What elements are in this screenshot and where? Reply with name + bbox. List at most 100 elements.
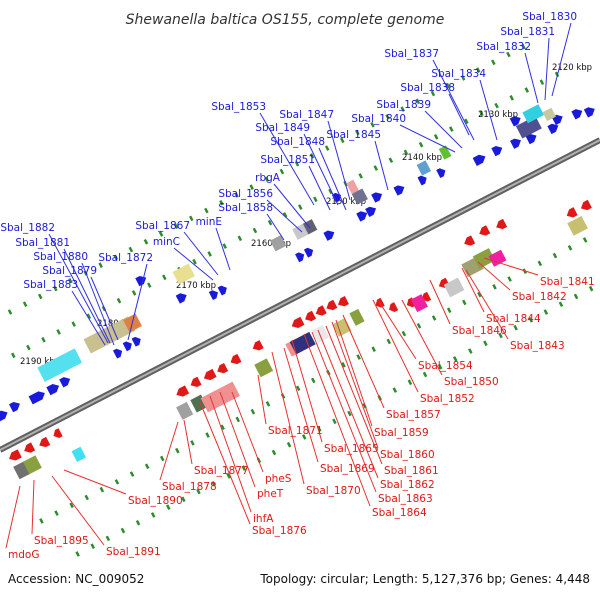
- tick-mark: [373, 165, 379, 171]
- dark-feature: [302, 219, 318, 235]
- tick-mark: [340, 137, 345, 144]
- tick-mark: [22, 301, 28, 307]
- leader-line: [308, 165, 331, 211]
- grey-feature: [443, 277, 465, 298]
- forward-gene: [393, 185, 405, 196]
- tick-mark: [347, 410, 352, 417]
- leader-line: [219, 391, 256, 488]
- tick-mark: [165, 504, 171, 510]
- gene-label-forward: Sbal_1845: [326, 129, 381, 141]
- gene-label-reverse: Sbal_1871: [268, 425, 323, 437]
- tick-mark: [437, 363, 443, 370]
- tick-mark: [162, 274, 167, 281]
- reverse-gene: [315, 305, 327, 316]
- leader-line: [461, 267, 485, 313]
- forward-gene: [583, 107, 595, 118]
- gene-label-reverse: Sbal_1877: [194, 465, 249, 477]
- tick-mark: [371, 346, 376, 353]
- gene-label-reverse: Sbal_1860: [380, 449, 435, 461]
- gene-label-reverse: Sbal_1842: [512, 291, 567, 303]
- gene-label-reverse: Sbal_1859: [374, 427, 429, 439]
- forward-gene: [175, 293, 187, 304]
- reverse-gene: [479, 225, 491, 236]
- tick-mark: [460, 75, 466, 81]
- tick-mark: [415, 98, 421, 105]
- gene-label-forward: Sbal_1837: [384, 48, 439, 60]
- tick-mark: [416, 323, 422, 329]
- forward-gene: [525, 133, 537, 145]
- tick-mark: [558, 301, 564, 308]
- tick-mark: [430, 90, 436, 97]
- leader-line: [448, 93, 470, 136]
- tick-mark: [539, 79, 545, 86]
- dark-feature: [351, 188, 368, 205]
- tick-mark: [358, 173, 363, 179]
- kbp-tick-label: 2170 kbp: [176, 281, 216, 291]
- salmon-feature: [200, 381, 240, 413]
- forward-gene: [371, 192, 383, 203]
- tick-mark: [309, 153, 315, 159]
- tick-mark: [90, 543, 95, 549]
- tan-feature: [567, 215, 588, 236]
- tick-mark: [332, 418, 337, 425]
- tick-mark: [286, 441, 292, 448]
- leader-line: [477, 261, 511, 291]
- leader-line: [215, 227, 231, 271]
- gene-label-forward: Sbal_1848: [270, 136, 325, 148]
- tick-mark: [71, 321, 76, 327]
- reverse-gene: [305, 310, 317, 322]
- leader-line: [432, 59, 475, 141]
- leader-line: [401, 299, 443, 376]
- leader-line: [48, 233, 109, 344]
- forward-gene: [571, 109, 583, 120]
- tick-mark: [295, 385, 301, 392]
- leader-line: [199, 401, 251, 525]
- leader-line: [374, 140, 389, 191]
- tick-mark: [53, 285, 58, 292]
- leader-line: [291, 339, 323, 443]
- leader-line: [63, 469, 127, 495]
- leader-line: [429, 279, 451, 325]
- tick-mark: [513, 324, 518, 331]
- cyan-feature: [37, 348, 83, 382]
- gene-label-reverse: Sbal_1865: [324, 443, 379, 455]
- kbp-tick-label: 2120 kbp: [552, 63, 592, 73]
- tick-mark: [190, 440, 195, 446]
- gene-label-reverse: Sbal_1862: [380, 479, 435, 491]
- gene-label-reverse: Sbal_1876: [252, 525, 307, 537]
- tick-mark: [98, 262, 103, 268]
- tick-mark: [114, 479, 120, 485]
- gene-label-forward: Sbal_1834: [431, 68, 486, 80]
- leader-line: [551, 22, 572, 97]
- reverse-gene: [566, 207, 578, 218]
- gene-label-reverse: Sbal_1843: [510, 340, 565, 352]
- reverse-gene: [176, 385, 190, 397]
- tick-mark: [68, 277, 73, 284]
- green-feature: [438, 145, 452, 160]
- navy-feature: [289, 331, 316, 355]
- tick-mark: [113, 254, 119, 261]
- reverse-gene: [252, 340, 264, 351]
- gene-label-reverse: Sbal_1852: [420, 393, 475, 405]
- tick-mark: [385, 114, 390, 120]
- backbone-layer: [0, 137, 600, 453]
- tick-mark: [41, 336, 46, 343]
- tick-mark: [328, 188, 333, 195]
- tick-mark: [468, 348, 473, 354]
- gene-label-reverse: Sbal_1861: [384, 465, 439, 477]
- gene-label-forward: Sbal_1831: [500, 26, 555, 38]
- reverse-gene: [389, 302, 399, 312]
- gene-label-reverse: Sbal_1870: [306, 485, 361, 497]
- tick-mark: [131, 290, 137, 296]
- kbp-tick-label: 2150 kbp: [326, 197, 366, 207]
- tick-mark: [407, 379, 413, 386]
- tick-mark: [39, 518, 44, 524]
- leader-line: [81, 262, 115, 346]
- reverse-gene: [422, 291, 432, 302]
- leader-line: [331, 321, 379, 449]
- gene-label-forward: Sbal_1832: [476, 41, 531, 53]
- reverse-gene: [580, 199, 592, 211]
- tick-mark: [479, 110, 484, 117]
- gene-label-reverse: Sbal_1857: [386, 409, 441, 421]
- tick-mark: [237, 235, 243, 242]
